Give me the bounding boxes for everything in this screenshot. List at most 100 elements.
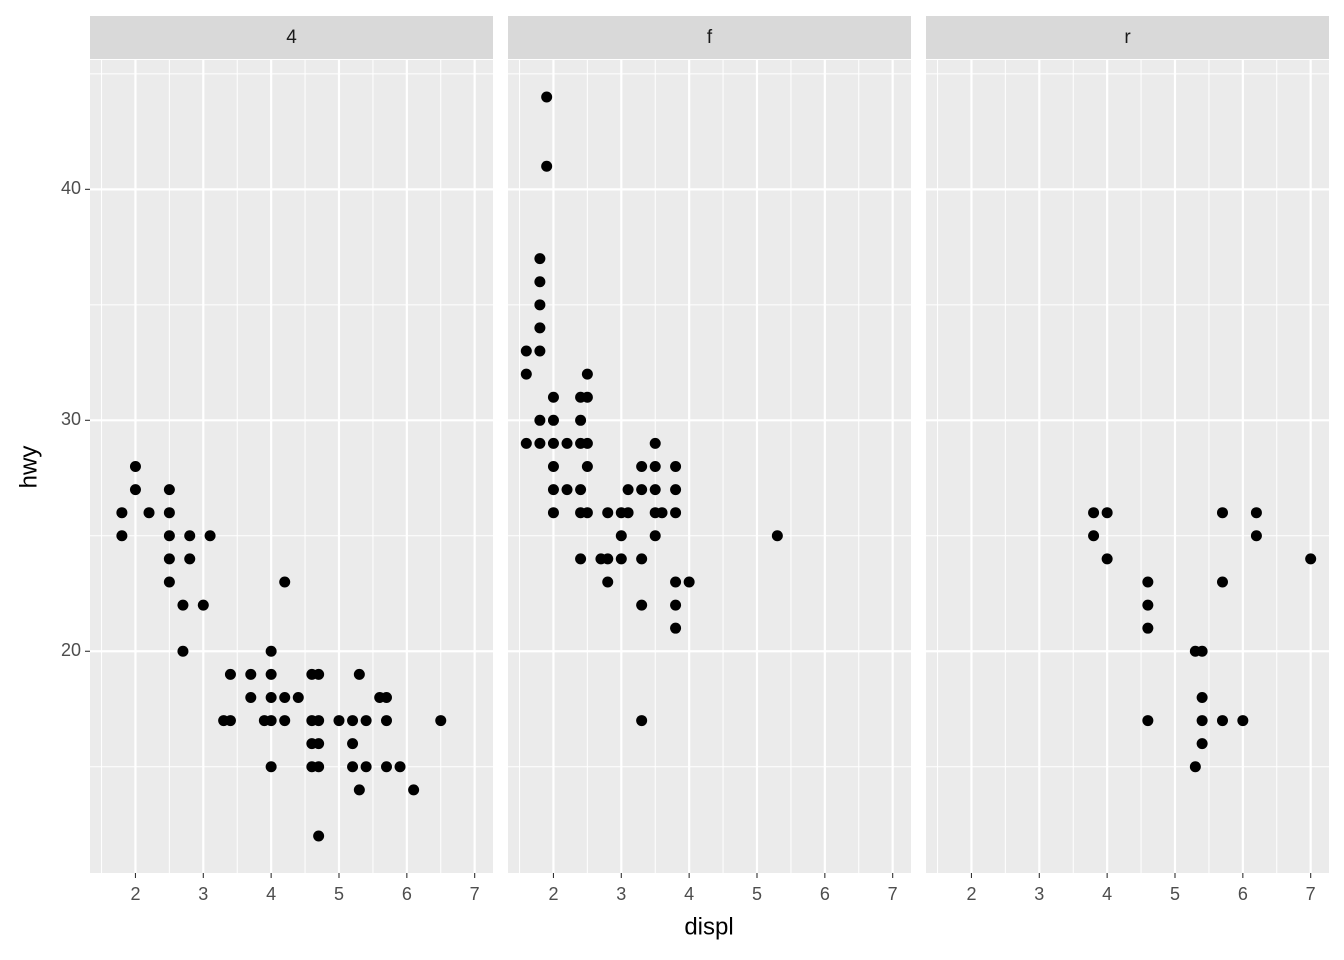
point — [1142, 599, 1154, 611]
point — [622, 507, 634, 519]
point — [163, 576, 175, 588]
point — [360, 715, 372, 727]
point — [670, 507, 682, 519]
point — [224, 715, 236, 727]
point — [129, 461, 141, 472]
point — [380, 715, 392, 727]
point — [435, 715, 447, 727]
point — [360, 761, 372, 773]
point — [347, 761, 359, 773]
point — [561, 484, 573, 496]
point — [520, 345, 532, 357]
point — [622, 484, 634, 496]
point — [771, 530, 783, 542]
point — [347, 738, 359, 750]
point — [541, 160, 553, 172]
point — [636, 484, 648, 496]
point — [1250, 507, 1262, 519]
point — [163, 530, 175, 542]
point — [561, 437, 573, 449]
point — [615, 553, 627, 565]
point — [265, 668, 277, 680]
point — [204, 530, 216, 542]
point — [636, 553, 648, 565]
point — [380, 761, 392, 773]
point — [670, 461, 682, 472]
point — [177, 599, 189, 611]
panel — [90, 60, 493, 873]
point — [163, 553, 175, 565]
point — [265, 645, 277, 657]
panel — [926, 60, 1329, 873]
point — [520, 437, 532, 449]
point — [541, 91, 553, 103]
x-tick-label: 4 — [1102, 884, 1112, 904]
point — [520, 368, 532, 380]
point — [1216, 507, 1228, 519]
point — [649, 461, 661, 472]
point — [1088, 530, 1100, 542]
point — [581, 507, 593, 519]
x-tick-label: 4 — [684, 884, 694, 904]
point — [575, 414, 587, 426]
point — [1216, 576, 1228, 588]
x-tick-label: 5 — [1170, 884, 1180, 904]
point — [534, 322, 546, 334]
point — [1196, 715, 1208, 727]
point — [1305, 553, 1317, 565]
point — [649, 437, 661, 449]
point — [279, 715, 291, 727]
point — [163, 484, 175, 496]
strip — [90, 16, 493, 59]
point — [670, 484, 682, 496]
point — [116, 507, 128, 519]
point — [581, 368, 593, 380]
point — [649, 484, 661, 496]
panel — [508, 60, 911, 873]
point — [602, 553, 614, 565]
point — [670, 622, 682, 634]
x-tick-label: 6 — [1238, 884, 1248, 904]
point — [534, 299, 546, 311]
point — [1189, 761, 1201, 773]
point — [1196, 645, 1208, 657]
point — [1142, 576, 1154, 588]
point — [1101, 507, 1113, 519]
point — [279, 691, 291, 703]
point — [313, 715, 325, 727]
point — [313, 668, 325, 680]
x-tick-label: 2 — [130, 884, 140, 904]
point — [394, 761, 406, 773]
point — [1250, 530, 1262, 542]
point — [534, 253, 546, 265]
point — [265, 691, 277, 703]
x-tick-label: 6 — [402, 884, 412, 904]
point — [1142, 622, 1154, 634]
y-tick-label: 20 — [61, 640, 81, 660]
point — [581, 461, 593, 472]
point — [353, 668, 365, 680]
point — [636, 715, 648, 727]
point — [636, 599, 648, 611]
point — [1196, 738, 1208, 750]
point — [581, 437, 593, 449]
point — [129, 484, 141, 496]
point — [615, 530, 627, 542]
point — [347, 715, 359, 727]
x-tick-label: 7 — [470, 884, 480, 904]
point — [602, 576, 614, 588]
point — [279, 576, 291, 588]
point — [656, 507, 668, 519]
x-tick-label: 7 — [1306, 884, 1316, 904]
x-tick-label: 2 — [966, 884, 976, 904]
point — [245, 691, 257, 703]
point — [1101, 553, 1113, 565]
point — [581, 391, 593, 403]
point — [547, 507, 559, 519]
point — [184, 530, 196, 542]
point — [602, 507, 614, 519]
x-tick-label: 7 — [888, 884, 898, 904]
point — [313, 830, 325, 842]
point — [313, 761, 325, 773]
point — [649, 530, 661, 542]
